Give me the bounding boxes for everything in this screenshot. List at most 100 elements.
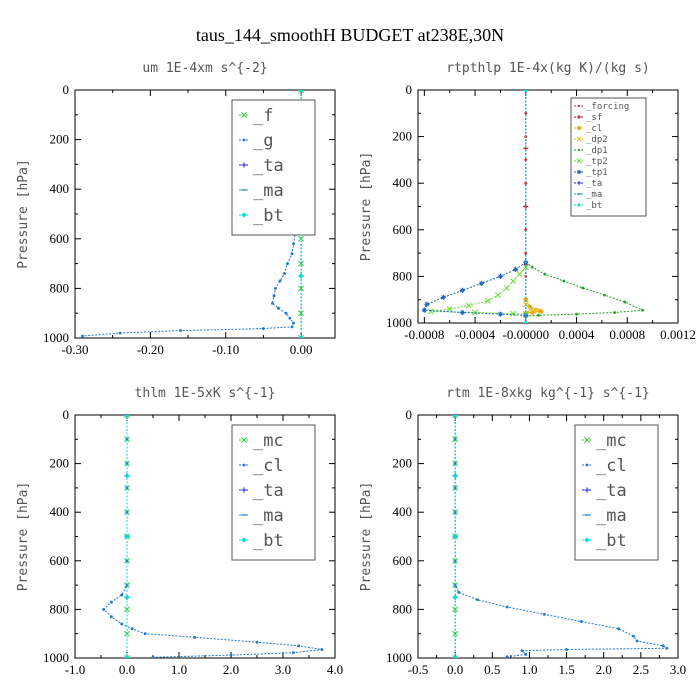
legend-box <box>231 424 316 561</box>
data-point <box>452 533 458 540</box>
legend-marker <box>241 437 247 443</box>
legend-entry: _dp2 <box>586 135 608 145</box>
x-tick-label: 0.0004 <box>559 327 595 342</box>
chart-title: rtm 1E-8xkg kg^{-1} s^{-1} <box>446 386 650 401</box>
legend-marker <box>584 487 590 493</box>
legend-entry: _ta <box>596 481 627 501</box>
data-point <box>298 90 304 93</box>
data-point <box>125 437 129 441</box>
chart-title: rtpthlp 1E-4x(kg K)/(kg s) <box>446 61 650 76</box>
data-point <box>452 415 459 418</box>
data-point <box>125 462 129 466</box>
data-point <box>472 309 479 316</box>
y-axis-label: Pressure [hPa] <box>16 159 31 269</box>
data-point <box>124 655 130 658</box>
data-point <box>271 301 274 305</box>
chart-title: thlm 1E-5xK s^{-1} <box>135 386 276 401</box>
data-point <box>283 272 286 275</box>
data-point <box>124 415 130 418</box>
data-point <box>603 293 606 297</box>
x-tick-label: 2.0 <box>223 662 239 677</box>
data-point <box>613 311 617 314</box>
series-line-cl <box>525 299 542 315</box>
y-tick-label: 0 <box>63 82 70 97</box>
legend-marker <box>241 487 247 493</box>
data-point <box>298 310 305 317</box>
x-tick-label: 2.0 <box>596 662 612 677</box>
x-tick-label: 1.5 <box>558 662 574 677</box>
data-point <box>494 292 501 298</box>
data-point <box>424 301 430 307</box>
data-point <box>524 251 528 255</box>
data-point <box>124 655 130 658</box>
data-point <box>520 649 524 653</box>
data-point <box>143 632 147 636</box>
x-tick-label: -0.0008 <box>404 327 444 342</box>
y-tick-label: 400 <box>393 175 413 190</box>
x-tick-label: 1.0 <box>521 662 537 677</box>
x-tick-label: 2.5 <box>633 662 649 677</box>
y-axis-label: Pressure [hPa] <box>16 482 31 592</box>
data-point <box>505 605 509 609</box>
series-line-tp2 <box>430 266 527 315</box>
data-point <box>510 310 517 317</box>
data-point <box>277 306 280 310</box>
legend-entry: _g <box>253 131 273 151</box>
data-point <box>579 620 583 623</box>
legend-marker <box>576 136 582 142</box>
data-point <box>298 273 304 279</box>
legend-entry: _mc <box>253 431 284 451</box>
data-point <box>120 622 124 626</box>
legend-entry: _bt <box>253 531 284 551</box>
data-point <box>297 644 301 648</box>
legend-marker <box>577 115 581 119</box>
data-point <box>459 309 465 316</box>
y-tick-label: 0 <box>406 407 413 422</box>
data-point <box>465 302 472 309</box>
y-tick-label: 600 <box>393 553 413 568</box>
data-point <box>529 309 535 316</box>
legend-marker <box>242 463 246 467</box>
data-point <box>562 279 566 283</box>
data-point <box>527 304 533 310</box>
data-point <box>193 635 197 639</box>
data-point <box>453 437 457 441</box>
y-tick-label: 200 <box>393 129 413 144</box>
data-point <box>484 297 491 304</box>
legend-box <box>574 424 659 561</box>
data-point <box>543 272 547 276</box>
y-axis-label: Pressure [hPa] <box>359 152 374 262</box>
data-point <box>524 111 528 115</box>
x-tick-label: 3.0 <box>670 662 686 677</box>
data-point <box>124 415 130 418</box>
y-tick-label: 200 <box>393 456 413 471</box>
legend-marker <box>242 138 246 142</box>
data-point <box>288 316 292 320</box>
legend-marker <box>577 170 581 174</box>
chart-panel-1: um 1E-4xm s^{-2} 0 200 400 600 800 1000-0.30 -0… <box>16 61 336 357</box>
data-point <box>505 655 509 658</box>
data-point <box>125 583 129 587</box>
y-tick-label: 600 <box>50 553 70 568</box>
data-point <box>291 651 295 655</box>
legend-entry: _ta <box>586 179 602 189</box>
data-point <box>522 264 529 271</box>
data-point <box>542 612 546 616</box>
x-tick-label: -0.10 <box>212 342 239 357</box>
data-point <box>284 311 288 315</box>
data-point <box>427 308 434 315</box>
legend-marker <box>241 162 247 168</box>
data-point <box>151 655 155 658</box>
data-point <box>290 325 294 329</box>
data-point <box>524 652 528 656</box>
data-point <box>513 266 519 273</box>
x-tick-label: -1.0 <box>65 662 86 677</box>
y-tick-label: 600 <box>393 222 413 237</box>
y-axis-label: Pressure [hPa] <box>359 482 374 592</box>
x-tick-label: -0.20 <box>137 342 164 357</box>
legend-marker <box>584 437 590 443</box>
data-point <box>617 627 621 631</box>
y-tick-label: 0 <box>406 82 413 97</box>
x-tick-label: -0.00000 <box>503 327 550 342</box>
legend-entry: _ma <box>596 506 627 526</box>
